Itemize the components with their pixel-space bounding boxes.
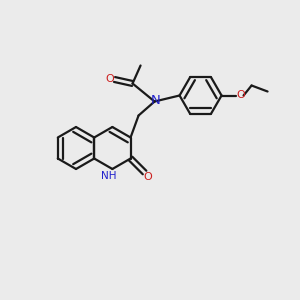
- Text: N: N: [151, 94, 160, 107]
- Text: NH: NH: [100, 171, 116, 181]
- Text: O: O: [143, 172, 152, 182]
- Text: O: O: [105, 74, 114, 83]
- Text: O: O: [236, 91, 245, 100]
